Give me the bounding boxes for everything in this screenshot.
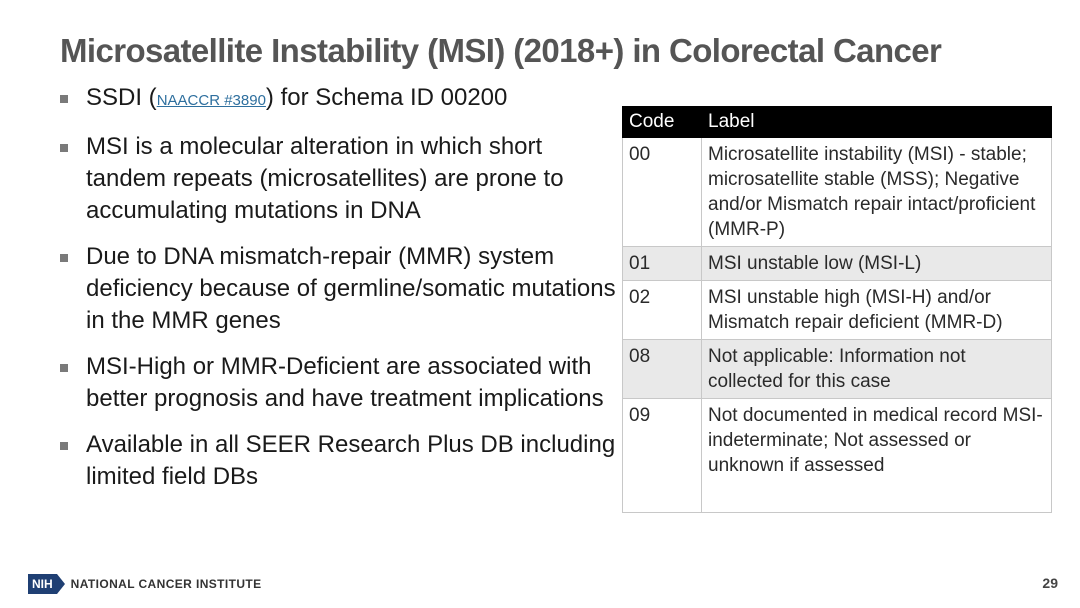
- bullet-item-prognosis: MSI-High or MMR-Deficient are associated…: [58, 351, 618, 415]
- table-cell-label: Not documented in medical record MSI-ind…: [701, 398, 1052, 513]
- bullet-item-availability: Available in all SEER Research Plus DB i…: [58, 429, 618, 493]
- bullet-text: MSI is a molecular alteration in which s…: [86, 133, 564, 224]
- table-header-row: Code Label: [622, 106, 1052, 138]
- bullet-item-msi-definition: MSI is a molecular alteration in which s…: [58, 131, 618, 227]
- bullet-ssdi-suffix: ) for Schema ID 00200: [265, 84, 508, 111]
- table-cell-label: MSI unstable high (MSI-H) and/or Mismatc…: [701, 280, 1052, 340]
- msi-code-table: Code Label 00 Microsatellite instability…: [622, 106, 1052, 513]
- nci-logo: NIH NATIONAL CANCER INSTITUTE: [28, 574, 262, 594]
- table-cell-label: Not applicable: Information not collecte…: [701, 339, 1052, 399]
- page-number: 29: [1042, 575, 1058, 591]
- table-row: 02 MSI unstable high (MSI-H) and/or Mism…: [622, 280, 1052, 340]
- table-cell-code: 09: [622, 398, 702, 513]
- bullet-ssdi-prefix: SSDI (: [86, 84, 157, 111]
- table-cell-code: 01: [622, 246, 702, 281]
- bullet-text: Available in all SEER Research Plus DB i…: [86, 431, 616, 490]
- column-header-label: Label: [701, 106, 1052, 138]
- table-row: 00 Microsatellite instability (MSI) - st…: [622, 137, 1052, 247]
- column-header-code: Code: [622, 106, 702, 138]
- table-row: 08 Not applicable: Information not colle…: [622, 339, 1052, 399]
- table-cell-code: 00: [622, 137, 702, 247]
- table-cell-label: MSI unstable low (MSI-L): [701, 246, 1052, 281]
- table-cell-label: Microsatellite instability (MSI) - stabl…: [701, 137, 1052, 247]
- table-cell-code: 08: [622, 339, 702, 399]
- nih-logo-badge: NIH: [28, 574, 57, 594]
- naaccr-link[interactable]: NAACCR #3890: [156, 92, 266, 109]
- bullet-text: Due to DNA mismatch-repair (MMR) system …: [86, 243, 616, 334]
- table-cell-code: 02: [622, 280, 702, 340]
- org-name: NATIONAL CANCER INSTITUTE: [70, 577, 262, 591]
- slide-title: Microsatellite Instability (MSI) (2018+)…: [60, 32, 942, 69]
- bullet-list: SSDI (NAACCR #3890) for Schema ID 00200 …: [58, 82, 618, 507]
- nih-arrow-icon: [56, 574, 65, 594]
- table-row: 09 Not documented in medical record MSI-…: [622, 398, 1052, 513]
- bullet-item-mmr-deficiency: Due to DNA mismatch-repair (MMR) system …: [58, 241, 618, 337]
- bullet-text: MSI-High or MMR-Deficient are associated…: [86, 353, 604, 412]
- table-row: 01 MSI unstable low (MSI-L): [622, 246, 1052, 281]
- bullet-item-ssdi: SSDI (NAACCR #3890) for Schema ID 00200: [58, 82, 618, 117]
